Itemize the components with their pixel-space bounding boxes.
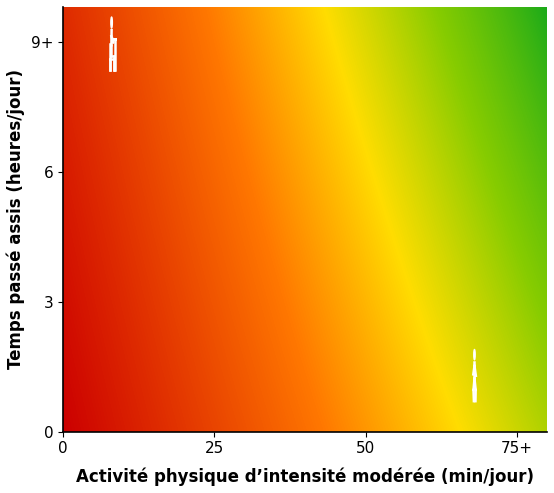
Circle shape [474, 350, 475, 360]
X-axis label: Activité physique d’intensité modérée (min/jour): Activité physique d’intensité modérée (m… [76, 467, 534, 486]
Y-axis label: Temps passé assis (heures/jour): Temps passé assis (heures/jour) [7, 70, 25, 369]
Circle shape [111, 17, 112, 28]
